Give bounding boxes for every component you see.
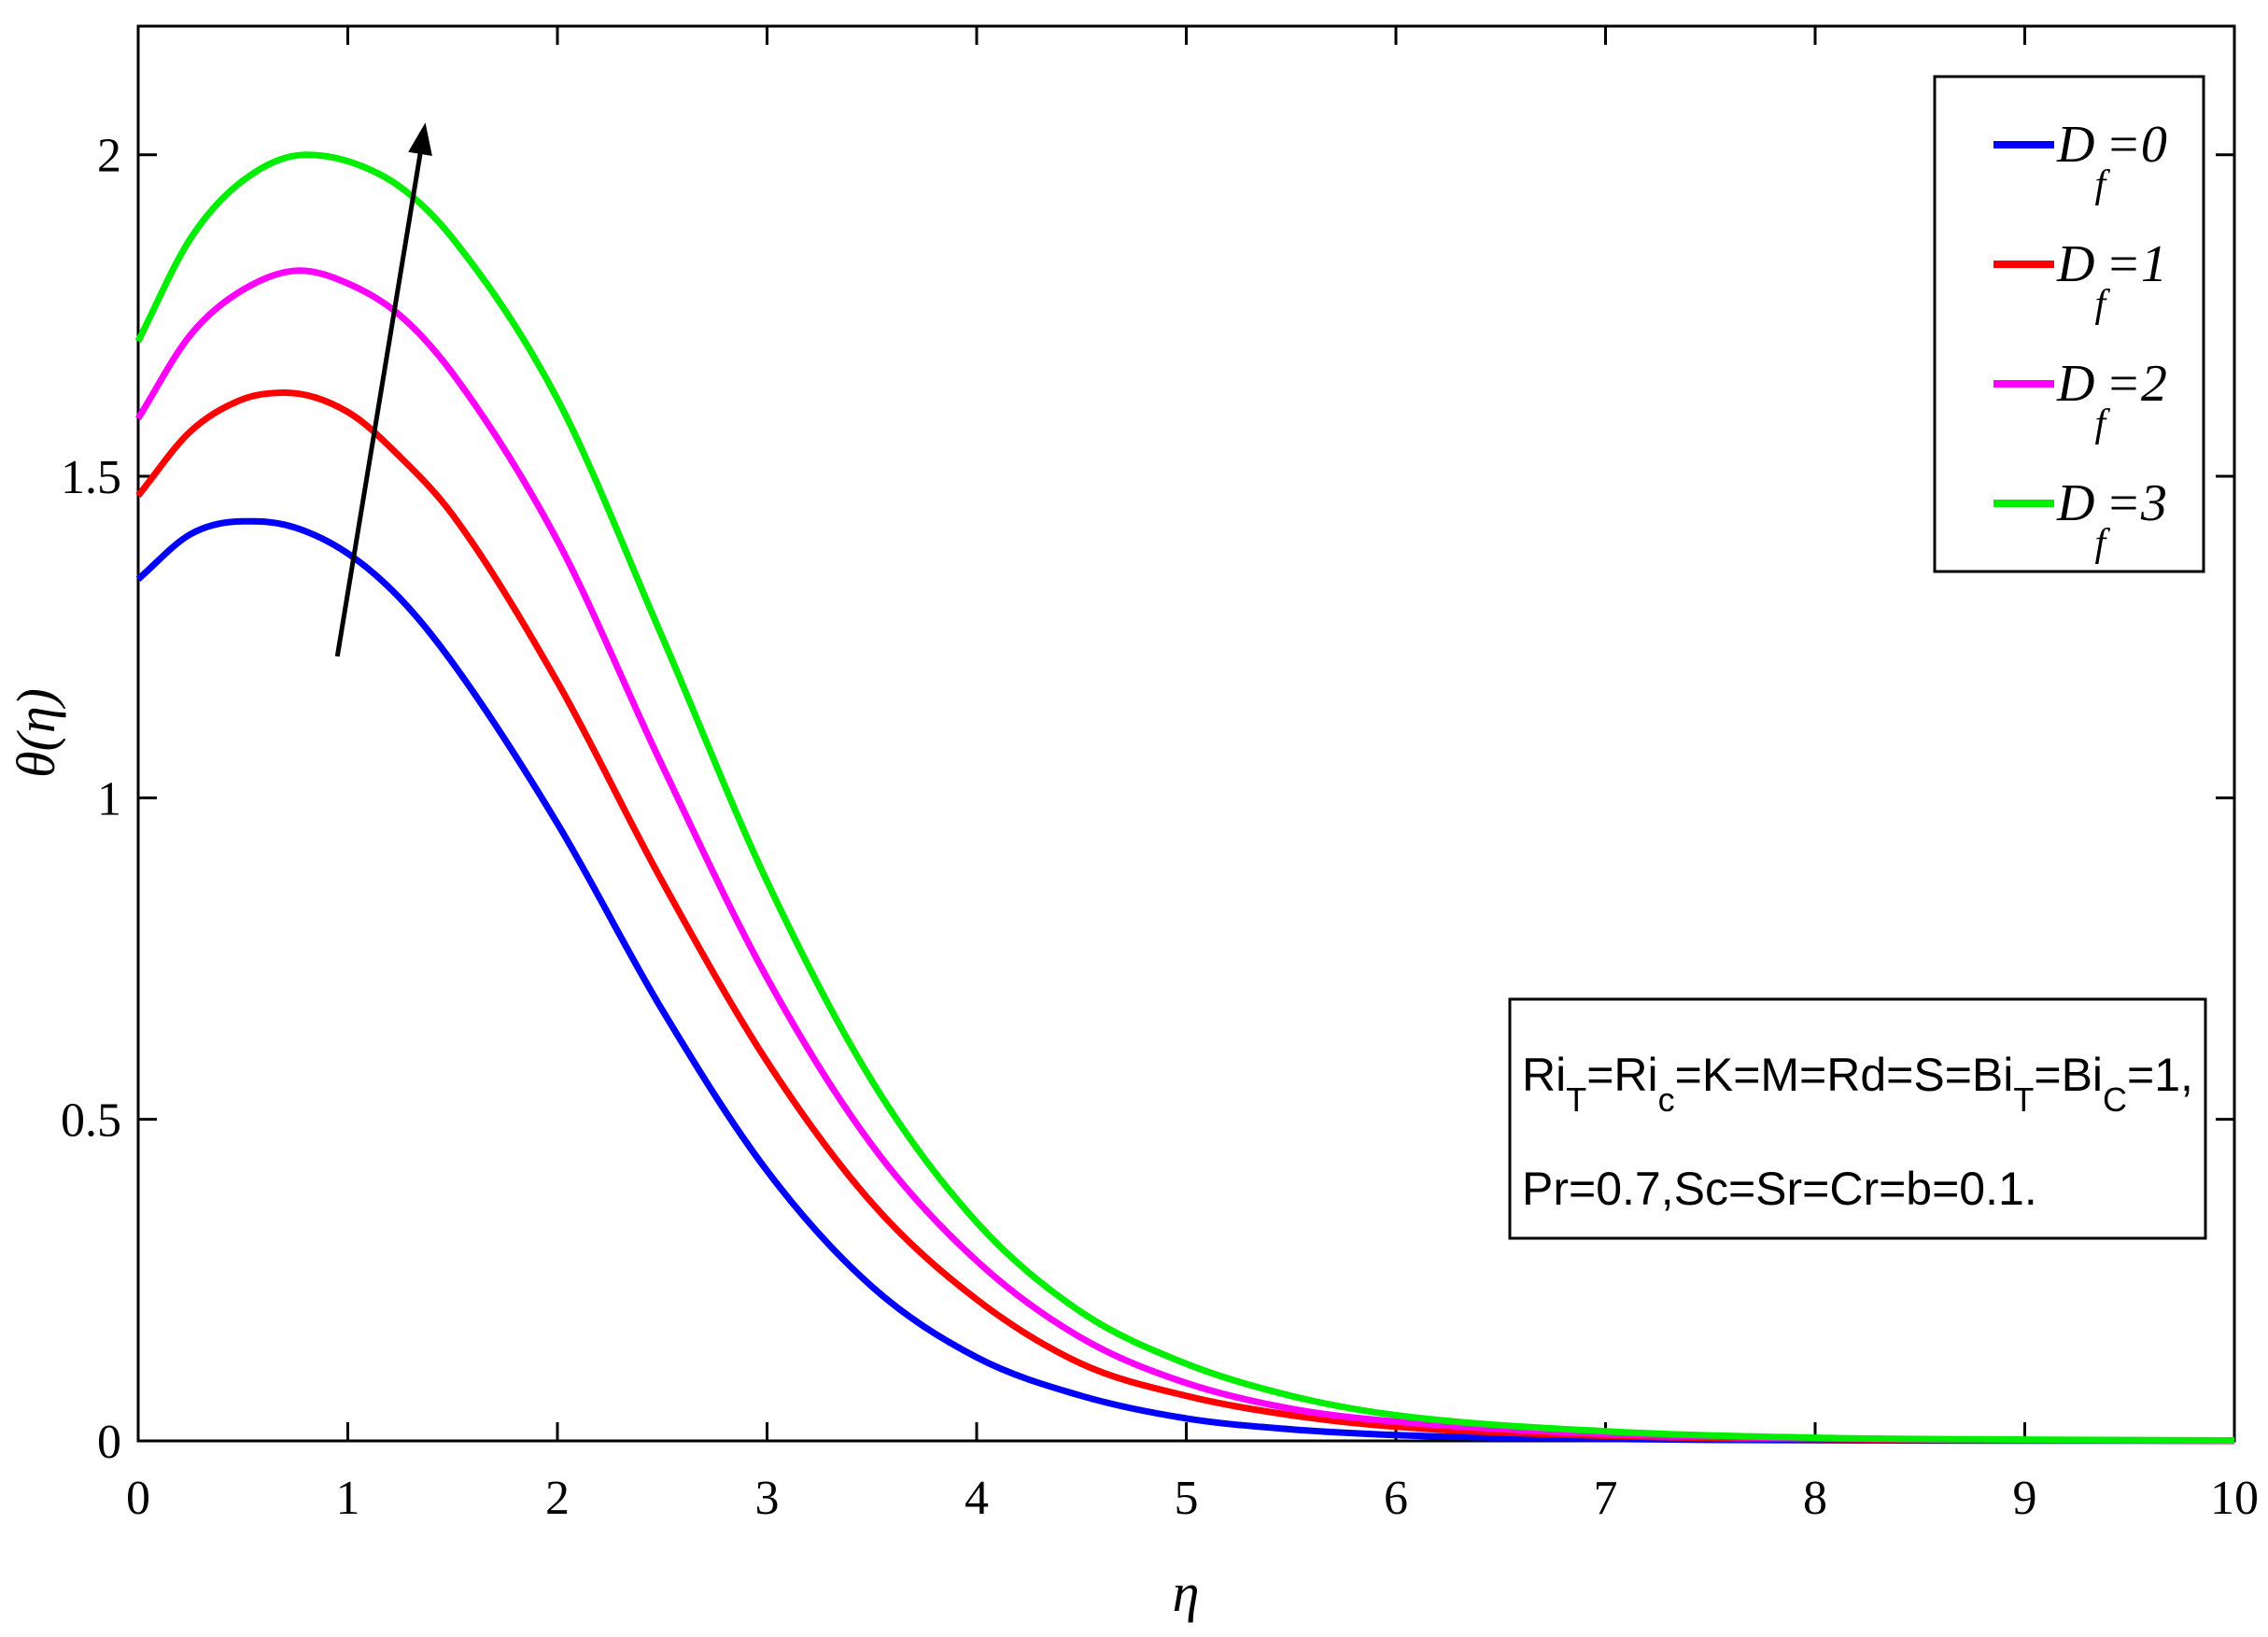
y-tick-label: 0 (97, 1416, 121, 1469)
x-tick-label: 9 (2013, 1472, 2037, 1525)
y-tick-labels: 0 0.5 1 1.5 2 (61, 130, 121, 1469)
y-tick-label: 2 (97, 130, 121, 183)
x-tick-label: 2 (545, 1472, 570, 1525)
arrow-head (408, 122, 432, 156)
y-tick-label: 0.5 (61, 1094, 121, 1148)
x-tick-label: 0 (126, 1472, 150, 1525)
x-tick-label: 8 (1803, 1472, 1827, 1525)
y-tick-label: 1 (97, 772, 121, 826)
x-tick-label: 5 (1175, 1472, 1199, 1525)
arrow-shaft (334, 153, 423, 657)
series-line-3 (134, 151, 2235, 1444)
series-lines (134, 151, 2235, 1445)
params-line-2: Pr=0.7,Sc=Sr=Cr=b=0.1. (1522, 1163, 2037, 1215)
x-axis-label: η (1173, 1562, 1200, 1623)
y-axis-label: θ(η) (6, 688, 66, 778)
x-tick-label: 3 (755, 1472, 780, 1525)
params-box-frame (1508, 997, 2207, 1240)
params-line-1: RiT=Ric=K=M=Rd=S=BiT=BiC=1, (1522, 1049, 2193, 1119)
x-tick-label: 6 (1384, 1472, 1408, 1525)
x-tick-label: 4 (965, 1472, 989, 1525)
x-tick-label: 1 (336, 1472, 360, 1525)
legend: Df=0Df=1Df=2Df=3 (1933, 75, 2205, 573)
params-box: RiT=Ric=K=M=Rd=S=BiT=BiC=1, Pr=0.7,Sc=Sr… (1508, 997, 2207, 1240)
x-tick-label: 7 (1594, 1472, 1618, 1525)
legend-box (1933, 75, 2205, 573)
x-tick-labels: 0 1 2 3 4 5 6 7 8 9 10 (126, 1472, 2259, 1525)
y-tick-label: 1.5 (61, 451, 121, 504)
trend-arrow (334, 122, 432, 657)
x-tick-label: 10 (2210, 1472, 2259, 1525)
